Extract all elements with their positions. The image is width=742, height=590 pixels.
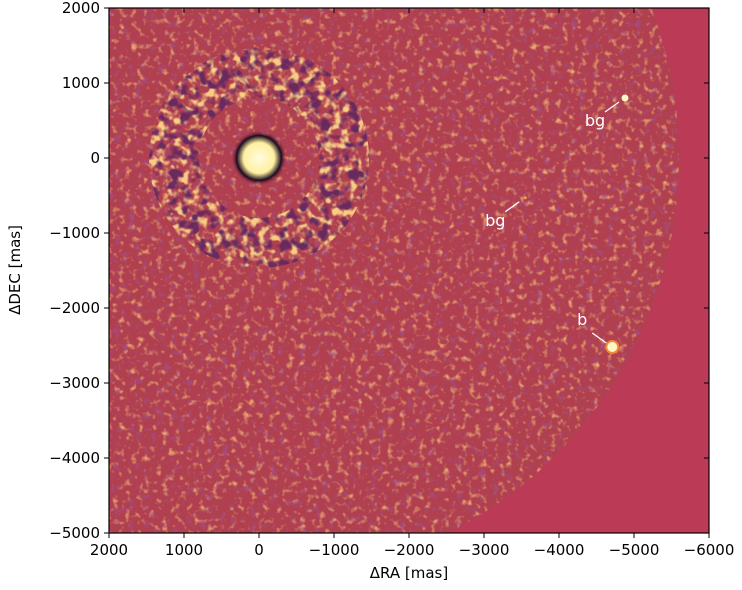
annotation-line (504, 201, 520, 213)
y-tick-label: 0 (90, 149, 100, 167)
x-tick-label: −3000 (459, 541, 510, 559)
x-tick-label: −5000 (609, 541, 660, 559)
x-tick-label: −4000 (534, 541, 585, 559)
y-tick-label: −3000 (49, 374, 100, 392)
annotation: bg (585, 111, 605, 130)
image (109, 8, 709, 533)
source (605, 340, 620, 354)
annotation-line (604, 101, 620, 113)
x-axis-label: ΔRA [mas] (370, 564, 448, 582)
annotation-line (591, 332, 607, 344)
y-tick-label: −1000 (49, 224, 100, 242)
y-tick-label: −4000 (49, 449, 100, 467)
annotation: bg (485, 211, 505, 230)
x-tick-label: 0 (254, 541, 264, 559)
y-tick-label: −5000 (49, 524, 100, 542)
x-tick-label: 1000 (165, 541, 203, 559)
x-tick-label: −6000 (684, 541, 735, 559)
source (621, 94, 629, 102)
x-tick-label: −2000 (384, 541, 435, 559)
x-tick-label: −1000 (309, 541, 360, 559)
y-tick-label: 1000 (62, 74, 100, 92)
annotation: b (577, 310, 587, 329)
source (523, 196, 527, 200)
y-tick-label: −2000 (49, 299, 100, 317)
y-axis-label: ΔDEC [mas] (6, 225, 24, 315)
x-tick-label: 2000 (90, 541, 128, 559)
y-tick-label: 2000 (62, 0, 100, 17)
